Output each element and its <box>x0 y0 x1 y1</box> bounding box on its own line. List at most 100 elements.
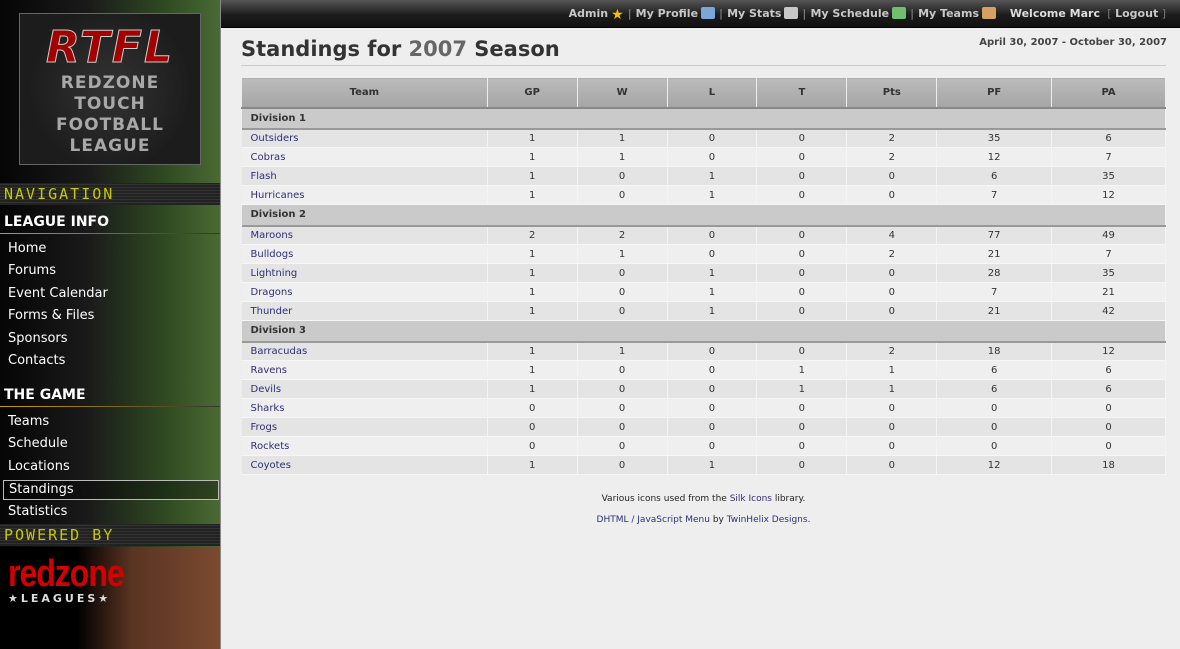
cell-w: 1 <box>577 128 668 148</box>
sidebar-item-standings[interactable]: Standings <box>3 480 219 501</box>
page-title: Standings for 2007 Season <box>241 37 560 61</box>
team-link[interactable]: Flash <box>250 170 277 182</box>
cell-gp: 1 <box>487 263 578 283</box>
team-link[interactable]: Barracudas <box>250 345 308 357</box>
team-cell: Flash <box>241 166 488 186</box>
calendar-icon <box>892 7 907 19</box>
table-row: Rockets 0 0 0 0 0 0 0 <box>241 436 1166 456</box>
sidebar-item-statistics[interactable]: Statistics <box>8 503 68 519</box>
sidebar-item-forms-files[interactable]: Forms & Files <box>8 308 95 324</box>
cell-pf: 35 <box>936 128 1053 148</box>
section-divider <box>0 406 220 407</box>
separator: | <box>719 7 724 20</box>
team-cell: Sharks <box>241 398 488 418</box>
cell-w: 1 <box>577 147 668 167</box>
team-link[interactable]: Cobras <box>250 151 286 163</box>
cell-pf: 6 <box>936 360 1053 380</box>
sidebar-item-locations[interactable]: Locations <box>8 458 70 474</box>
cell-gp: 1 <box>487 128 578 148</box>
column-header-pa[interactable]: PA <box>1051 77 1166 109</box>
cell-w: 0 <box>577 360 668 380</box>
cell-pf: 28 <box>936 263 1053 283</box>
group-icon <box>982 7 996 19</box>
cell-t: 0 <box>756 282 848 302</box>
column-header-team[interactable]: Team <box>241 77 488 109</box>
top-link-my-schedule[interactable]: My Schedule <box>810 7 907 20</box>
cell-pa: 35 <box>1051 166 1166 186</box>
cell-w: 0 <box>577 417 668 437</box>
dhtml-menu-link[interactable]: DHTML / JavaScript Menu <box>596 515 710 525</box>
cell-l: 1 <box>667 301 758 321</box>
team-cell: Dragons <box>241 282 488 302</box>
divider <box>241 65 1166 66</box>
team-cell: Maroons <box>241 225 488 245</box>
sidebar-item-teams[interactable]: Teams <box>8 414 50 429</box>
separator: | <box>802 7 807 20</box>
team-link[interactable]: Dragons <box>250 286 293 298</box>
sidebar-item-sponsors[interactable]: Sponsors <box>8 330 68 346</box>
cell-pf: 21 <box>936 244 1053 264</box>
team-cell: Thunder <box>241 301 488 321</box>
team-link[interactable]: Sharks <box>250 402 285 414</box>
cell-pts: 0 <box>846 417 938 437</box>
team-link[interactable]: Devils <box>250 383 282 395</box>
team-link[interactable]: Coyotes <box>250 459 291 471</box>
cell-pa: 7 <box>1051 147 1166 167</box>
sidebar-item-forums[interactable]: Forums <box>8 263 56 279</box>
sidebar-item-event-calendar[interactable]: Event Calendar <box>8 285 108 301</box>
silk-icons-link[interactable]: Silk Icons <box>729 494 772 504</box>
redzone-leagues-logo[interactable]: redzone ★LEAGUES★ <box>0 547 220 649</box>
column-header-t[interactable]: T <box>756 77 848 109</box>
team-link[interactable]: Ravens <box>250 364 287 376</box>
team-link[interactable]: Rockets <box>250 440 290 452</box>
table-row: Barracudas 1 1 0 0 2 18 12 <box>241 341 1166 361</box>
sidebar-item-contacts[interactable]: Contacts <box>8 353 66 368</box>
sidebar-item-home[interactable]: Home <box>8 241 47 256</box>
league-logo[interactable]: RTFL REDZONE TOUCH FOOTBALL LEAGUE <box>19 13 201 165</box>
top-link-my-profile[interactable]: My Profile <box>636 7 716 20</box>
column-header-l[interactable]: L <box>666 77 758 109</box>
table-row: Dragons 1 0 1 0 0 7 21 <box>241 282 1166 302</box>
cell-pf: 0 <box>936 436 1053 456</box>
column-header-gp[interactable]: GP <box>486 77 578 109</box>
twinhelix-link[interactable]: TwinHelix Designs <box>726 515 808 525</box>
cell-l: 0 <box>667 128 758 148</box>
section-divider <box>0 233 220 234</box>
column-header-pts[interactable]: Pts <box>846 77 938 109</box>
team-link[interactable]: Thunder <box>250 305 293 317</box>
cell-t: 0 <box>756 185 848 205</box>
team-cell: Frogs <box>241 417 488 437</box>
cell-t: 0 <box>756 166 848 186</box>
table-row: Outsiders 1 1 0 0 2 35 6 <box>241 128 1166 148</box>
division-row: Division 3 <box>241 320 1166 343</box>
column-header-pf[interactable]: PF <box>936 77 1053 109</box>
cell-gp: 1 <box>487 455 578 475</box>
top-link-my-stats[interactable]: My Stats <box>727 7 799 20</box>
team-link[interactable]: Lightning <box>250 267 298 279</box>
team-link[interactable]: Outsiders <box>250 132 299 144</box>
division-name: Division 1 <box>241 107 1166 130</box>
season-dates: April 30, 2007 - October 30, 2007 <box>979 37 1167 48</box>
cell-pts: 1 <box>846 379 938 399</box>
cell-w: 0 <box>577 282 668 302</box>
team-link[interactable]: Hurricanes <box>250 189 305 201</box>
top-link-admin[interactable]: Admin ★ <box>569 7 624 23</box>
calculator-icon <box>784 7 799 19</box>
sidebar-item-schedule[interactable]: Schedule <box>8 436 68 452</box>
cell-gp: 1 <box>487 360 578 380</box>
logout-link[interactable]: Logout <box>1115 7 1159 20</box>
cell-w: 1 <box>577 244 668 264</box>
cell-gp: 1 <box>487 282 578 302</box>
cell-t: 0 <box>756 244 848 264</box>
team-cell: Bulldogs <box>241 244 488 264</box>
cell-w: 0 <box>577 166 668 186</box>
cell-gp: 1 <box>487 379 578 399</box>
team-link[interactable]: Maroons <box>250 229 293 241</box>
cell-pts: 0 <box>846 398 938 418</box>
division-row: Division 1 <box>241 107 1166 130</box>
section-league-info: LEAGUE INFO <box>4 214 110 230</box>
team-link[interactable]: Frogs <box>250 421 278 433</box>
team-link[interactable]: Bulldogs <box>250 248 294 260</box>
top-link-my-teams[interactable]: My Teams <box>918 7 996 20</box>
column-header-w[interactable]: W <box>576 77 668 109</box>
